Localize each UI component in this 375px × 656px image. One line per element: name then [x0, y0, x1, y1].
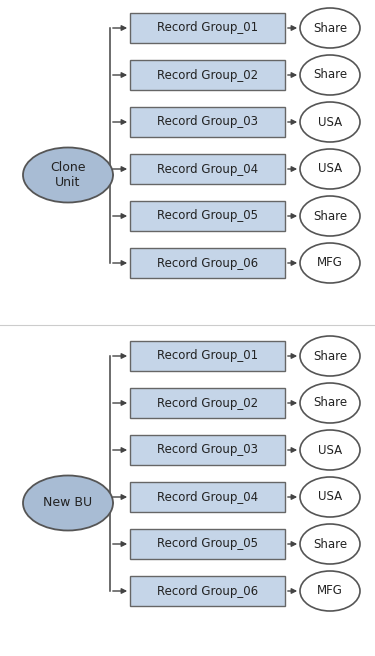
FancyBboxPatch shape	[130, 435, 285, 465]
FancyBboxPatch shape	[130, 13, 285, 43]
Text: Share: Share	[313, 22, 347, 35]
Ellipse shape	[300, 55, 360, 95]
Text: New BU: New BU	[44, 497, 93, 510]
Text: Record Group_03: Record Group_03	[157, 115, 258, 129]
Ellipse shape	[300, 196, 360, 236]
Text: Record Group_02: Record Group_02	[157, 68, 258, 81]
Text: Share: Share	[313, 537, 347, 550]
Text: USA: USA	[318, 163, 342, 176]
Text: Record Group_05: Record Group_05	[157, 209, 258, 222]
Text: Record Group_06: Record Group_06	[157, 584, 258, 598]
Ellipse shape	[23, 476, 113, 531]
FancyBboxPatch shape	[130, 482, 285, 512]
Text: Record Group_06: Record Group_06	[157, 256, 258, 270]
Text: Share: Share	[313, 396, 347, 409]
Ellipse shape	[300, 8, 360, 48]
FancyBboxPatch shape	[130, 201, 285, 231]
Text: Share: Share	[313, 68, 347, 81]
FancyBboxPatch shape	[130, 341, 285, 371]
FancyBboxPatch shape	[130, 154, 285, 184]
FancyBboxPatch shape	[130, 107, 285, 137]
Ellipse shape	[300, 430, 360, 470]
Text: Share: Share	[313, 209, 347, 222]
Ellipse shape	[300, 102, 360, 142]
Text: MFG: MFG	[317, 256, 343, 270]
Text: USA: USA	[318, 491, 342, 504]
Ellipse shape	[300, 243, 360, 283]
Ellipse shape	[300, 524, 360, 564]
Ellipse shape	[300, 383, 360, 423]
Text: Share: Share	[313, 350, 347, 363]
Text: USA: USA	[318, 443, 342, 457]
FancyBboxPatch shape	[130, 576, 285, 606]
Ellipse shape	[300, 336, 360, 376]
Ellipse shape	[300, 477, 360, 517]
FancyBboxPatch shape	[130, 60, 285, 90]
Text: Record Group_02: Record Group_02	[157, 396, 258, 409]
FancyBboxPatch shape	[130, 248, 285, 278]
Ellipse shape	[23, 148, 113, 203]
Text: Clone
Unit: Clone Unit	[50, 161, 86, 189]
Text: Record Group_03: Record Group_03	[157, 443, 258, 457]
Text: Record Group_05: Record Group_05	[157, 537, 258, 550]
Text: USA: USA	[318, 115, 342, 129]
Text: MFG: MFG	[317, 584, 343, 598]
Ellipse shape	[300, 149, 360, 189]
Ellipse shape	[300, 571, 360, 611]
Text: Record Group_04: Record Group_04	[157, 491, 258, 504]
FancyBboxPatch shape	[130, 529, 285, 559]
Text: Record Group_01: Record Group_01	[157, 350, 258, 363]
Text: Record Group_01: Record Group_01	[157, 22, 258, 35]
FancyBboxPatch shape	[130, 388, 285, 418]
Text: Record Group_04: Record Group_04	[157, 163, 258, 176]
